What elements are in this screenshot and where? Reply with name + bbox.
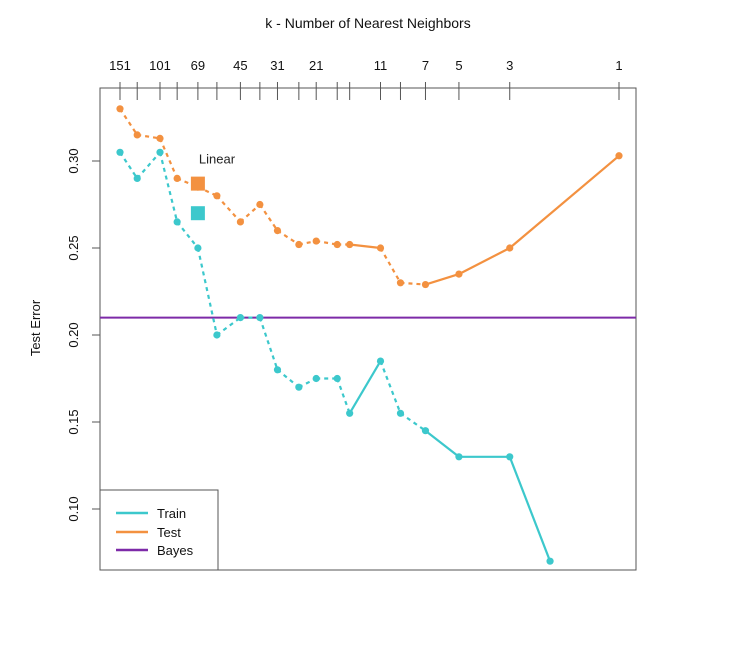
series-test-point — [173, 174, 181, 182]
series-train-point — [333, 374, 341, 383]
series-test-point — [346, 240, 354, 249]
series-train-segment — [136, 151, 161, 180]
y-tick-label: 0.20 — [66, 322, 81, 347]
top-tick-label: 31 — [270, 58, 284, 73]
series-train-segment — [216, 316, 242, 336]
series-train-point — [376, 357, 385, 365]
series-train-point — [156, 148, 164, 156]
series-test — [116, 105, 623, 289]
series-test-point — [236, 218, 245, 226]
series-test-point — [396, 279, 405, 287]
series-train-segment — [158, 152, 179, 223]
top-tick-label: 7 — [422, 58, 429, 73]
series-test-point — [455, 270, 463, 278]
top-tick-label: 151 — [109, 58, 131, 73]
top-tick-label: 3 — [506, 58, 513, 73]
series-train-point — [312, 374, 320, 383]
series-train-point — [346, 409, 354, 417]
series-test-point — [421, 280, 430, 289]
plot-frame — [99, 87, 637, 571]
legend-label-test: Test — [157, 525, 181, 540]
series-test-segment — [119, 108, 139, 136]
series-test-point — [295, 240, 303, 249]
series-train-point — [396, 409, 405, 417]
series-test-point — [333, 240, 341, 249]
top-tick-label: 5 — [455, 58, 462, 73]
legend-label-bayes: Bayes — [157, 543, 194, 558]
plot-area: Linear — [99, 87, 637, 571]
legend: Train Test Bayes — [99, 489, 219, 571]
series-train-point — [133, 174, 141, 182]
series-train-segment — [399, 412, 427, 432]
series-test-segment — [137, 133, 161, 140]
series-test-point — [213, 192, 221, 200]
series-train-point — [194, 244, 202, 252]
linear-train-marker — [190, 206, 205, 221]
series-test-segment — [425, 273, 460, 286]
linear-test-marker — [190, 176, 205, 191]
top-tick-label: 21 — [309, 58, 323, 73]
series-train-point — [236, 314, 245, 322]
series-test-segment — [349, 243, 381, 250]
chart-title: k - Number of Nearest Neighbors — [265, 15, 470, 31]
top-tick-label: 69 — [191, 58, 205, 73]
series-train-segment — [508, 456, 552, 562]
series-train-point — [506, 453, 514, 461]
series-train-segment — [348, 360, 382, 414]
top-tick-label: 1 — [615, 58, 622, 73]
series-test-segment — [276, 229, 300, 246]
y-axis-label: Test Error — [28, 299, 43, 356]
legend-label-train: Train — [157, 506, 186, 521]
series-train-segment — [196, 247, 218, 336]
top-tick-label: 11 — [374, 58, 388, 73]
top-tick-label: 101 — [149, 58, 171, 73]
series-test-point — [376, 244, 385, 252]
series-test-point — [506, 244, 514, 252]
series-test-point — [133, 131, 141, 139]
series-test-segment — [509, 154, 620, 249]
left-axis: 0.10 0.15 0.20 0.25 0.30 — [66, 148, 101, 522]
series-train-point — [546, 557, 554, 565]
linear-layer: Linear — [190, 152, 236, 221]
series-train-segment — [424, 429, 460, 458]
y-tick-label: 0.25 — [66, 235, 81, 260]
legend-box — [99, 489, 219, 571]
series-test-segment — [239, 203, 261, 223]
linear-label: Linear — [199, 152, 236, 167]
series-test-point — [156, 134, 164, 142]
series-test-segment — [458, 247, 511, 276]
series-test-segment — [379, 247, 402, 284]
series-test-point — [312, 237, 320, 245]
series-train-point — [455, 453, 463, 461]
y-tick-label: 0.10 — [66, 496, 81, 521]
series-test-point — [615, 152, 623, 160]
series-train-point — [273, 366, 282, 374]
series-test-segment — [258, 203, 279, 232]
top-tick-label: 45 — [233, 58, 247, 73]
series-train — [116, 148, 554, 565]
series-test-point — [116, 105, 124, 113]
series-test-point — [256, 200, 264, 209]
series-train-segment — [119, 151, 139, 180]
y-tick-label: 0.30 — [66, 148, 81, 173]
series-train-point — [295, 383, 303, 391]
series-layer — [116, 105, 623, 565]
series-train-point — [213, 331, 221, 339]
series-test-segment — [158, 137, 179, 179]
series-test-segment — [216, 195, 242, 223]
series-train-segment — [258, 317, 279, 371]
series-train-segment — [336, 378, 351, 414]
top-axis: 151 101 69 45 31 21 11 7 5 3 1 — [109, 58, 623, 100]
series-train-segment — [379, 360, 402, 414]
series-train-point — [421, 427, 430, 435]
series-train-segment — [176, 221, 199, 249]
series-train-point — [116, 148, 124, 156]
series-test-segment — [400, 281, 426, 286]
y-tick-label: 0.15 — [66, 409, 81, 434]
series-train-segment — [276, 368, 300, 389]
series-train-point — [173, 218, 181, 226]
series-test-point — [273, 227, 282, 235]
series-train-point — [256, 314, 264, 322]
